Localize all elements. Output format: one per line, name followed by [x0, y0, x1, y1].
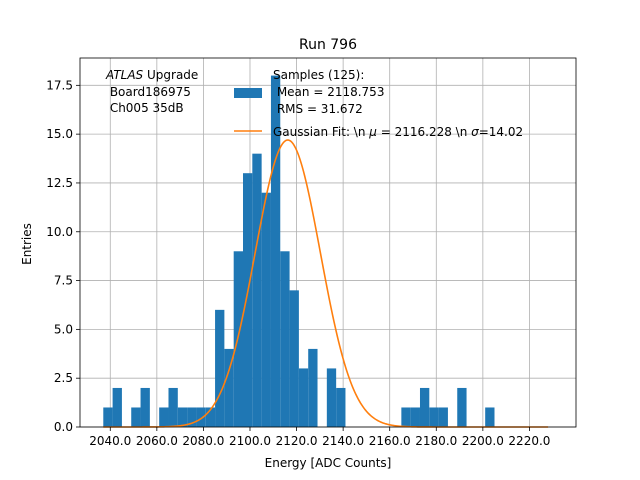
legend-fit-suffix: =14.02	[479, 125, 523, 139]
histogram-bar-1	[112, 387, 122, 427]
histogram-bar-26	[429, 407, 439, 427]
annotation-upgrade: Upgrade	[143, 68, 198, 82]
histogram-bar-15	[261, 192, 271, 427]
histogram-bar-9	[205, 407, 216, 427]
chart-title: Run 796	[299, 37, 357, 53]
histogram-bar-6	[177, 407, 188, 427]
histogram-bar-0	[103, 407, 113, 427]
x-tick-label-0: 2040.0	[89, 434, 131, 448]
histogram-bar-25	[419, 387, 430, 427]
y-tick-label-6: 15.0	[46, 127, 73, 141]
histogram-bar-19	[298, 368, 309, 427]
x-axis-label: Energy [ADC Counts]	[265, 456, 392, 470]
legend: Samples (125): Mean = 2118.753 RMS = 31.…	[234, 68, 523, 139]
y-tick-label-0: 0.0	[54, 420, 73, 434]
histogram-bar-28	[457, 387, 467, 427]
y-axis-ticks: 0.0 2.5 5.0 7.5 10.0 12.5 15.0 17.5	[46, 78, 80, 434]
histogram-bar-21	[326, 368, 337, 427]
x-tick-label-4: 2120.0	[276, 434, 318, 448]
x-tick-label-7: 2180.0	[415, 434, 457, 448]
legend-swatch-samples	[234, 88, 262, 98]
x-tick-label-1: 2060.0	[136, 434, 178, 448]
histogram-bar-5	[168, 387, 178, 427]
histogram-bar-23	[401, 407, 411, 427]
histogram-bar-20	[308, 348, 318, 427]
histogram-bar-27	[438, 407, 448, 427]
y-tick-label-7: 17.5	[46, 78, 73, 92]
histogram-bar-8	[196, 407, 206, 427]
histogram-bar-17	[280, 251, 290, 427]
y-axis-label: Entries	[20, 223, 34, 265]
x-axis-ticks: 2040.0 2060.0 2080.0 2100.0 2120.0 2140.0 2160…	[89, 427, 550, 448]
legend-samples-line-1: Samples (125):	[273, 68, 364, 82]
y-tick-label-1: 2.5	[54, 371, 73, 385]
histogram-bar-24	[410, 407, 420, 427]
legend-fit-prefix: Gaussian Fit: \n	[273, 125, 369, 139]
y-tick-label-2: 5.0	[54, 322, 73, 336]
legend-fit-mid: = 2116.228 \n	[377, 125, 471, 139]
x-tick-label-3: 2100.0	[229, 434, 271, 448]
atlas-annotation: ATLAS Upgrade Board186975 Ch005 35dB	[105, 68, 198, 115]
histogram-bar-2	[131, 407, 141, 427]
annotation-line-2: Board186975	[106, 85, 191, 99]
histogram-bar-7	[187, 407, 197, 427]
legend-fit-mu: μ	[368, 125, 377, 139]
x-tick-label-8: 2200.0	[462, 434, 504, 448]
y-tick-label-4: 10.0	[46, 225, 73, 239]
annotation-line-1: ATLAS Upgrade	[105, 68, 198, 82]
legend-samples-line-3: RMS = 31.672	[273, 102, 363, 116]
x-tick-label-6: 2160.0	[369, 434, 411, 448]
legend-fit-label: Gaussian Fit: \n μ = 2116.228 \n σ=14.02	[273, 125, 523, 139]
histogram-bar-10	[215, 309, 225, 427]
histogram-bar-4	[159, 407, 169, 427]
histogram-bar-16	[270, 75, 281, 428]
histogram-bar-3	[140, 387, 150, 427]
x-tick-label-2: 2080.0	[182, 434, 224, 448]
x-tick-label-5: 2140.0	[322, 434, 364, 448]
histogram-bar-14	[252, 153, 262, 427]
legend-samples-line-2: Mean = 2118.753	[273, 85, 384, 99]
histogram-bar-18	[289, 290, 299, 427]
x-tick-label-9: 2220.0	[508, 434, 550, 448]
histogram-bar-13	[243, 173, 253, 427]
y-tick-label-5: 12.5	[46, 176, 73, 190]
legend-fit-sigma: σ	[471, 125, 479, 139]
annotation-line-3: Ch005 35dB	[106, 101, 184, 115]
annotation-atlas: ATLAS	[105, 68, 144, 82]
plot-frame	[79, 57, 577, 428]
histogram-bar-11	[224, 348, 234, 427]
histogram-bars	[103, 75, 495, 428]
histogram-bar-29	[485, 407, 495, 427]
histogram-bar-22	[336, 387, 346, 427]
y-tick-label-3: 7.5	[54, 274, 73, 288]
